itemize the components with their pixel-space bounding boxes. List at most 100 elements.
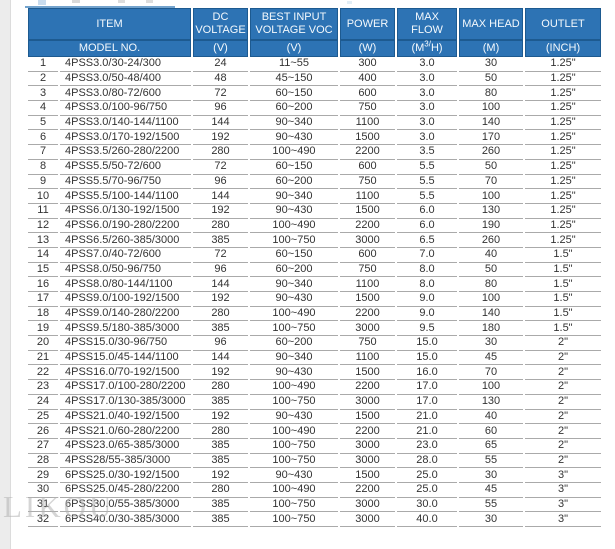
power-cell: 3000 [340,454,395,469]
outlet-cell: 1.25" [525,116,601,131]
best-input-voltage-header: BEST INPUT VOLTAGE VOC [250,8,338,40]
table-row: 11 4PSS6.0/130-192/1500 192 90~430 1500 6.0 13… [28,204,601,219]
dc-voltage-cell: 385 [193,321,248,337]
row-number-cell: 27 [28,439,58,454]
top-cutoff-fragment [347,1,352,4]
row-number-cell: 10 [28,189,58,204]
max-flow-header: MAX FLOW [397,8,457,40]
max-flow-cell: 21.0 [397,410,457,425]
model-no-cell: 4PSS9.0/140-280/2200 [60,307,191,322]
row-number-cell: 16 [28,277,58,292]
top-cutoff-fragment [146,0,153,3]
model-no-cell: 4PSS3.5/260-280/2200 [60,145,191,160]
row-number-cell: 9 [28,175,58,190]
outlet-cell: 2" [525,351,601,366]
max-head-cell: 30 [459,468,523,483]
model-no-cell: 4PSS6.5/260-385/3000 [60,233,191,248]
table-row: 28 4PSS28/55-385/3000 385 100~750 3000 28.0 55… [28,454,601,469]
power-cell: 3000 [340,233,395,248]
best-input-voltage-cell: 100~750 [250,439,338,454]
max-head-cell: 65 [459,439,523,454]
best-input-voltage-cell: 90~430 [250,292,338,307]
best-input-voltage-cell: 90~430 [250,130,338,146]
max-head-cell: 260 [459,145,523,160]
power-cell: 3000 [340,512,395,527]
model-no-cell: 6PSS25.0/30-192/1500 [60,468,191,483]
row-number-cell: 6 [28,130,58,146]
row-number-cell: 28 [28,454,58,469]
model-no-cell: 4PSS28/55-385/3000 [60,454,191,469]
max-head-cell: 180 [459,321,523,337]
power-cell: 2200 [340,380,395,395]
dc-voltage-cell: 96 [193,175,248,190]
table-row: 15 4PSS8.0/50-96/750 96 60~200 750 8.0 50 1.5" [28,263,601,278]
best-input-voltage-cell: 90~340 [250,351,338,366]
table-row: 7 4PSS3.5/260-280/2200 280 100~490 2200 3.5 26… [28,145,601,160]
outlet-cell: 1.25" [525,219,601,234]
best-input-voltage-cell: 90~430 [250,410,338,425]
outlet-header: OUTLET [525,8,601,40]
page-edge-strip [0,0,11,549]
row-number-cell: 7 [28,145,58,160]
model-no-cell: 4PSS21.0/60-280/2200 [60,424,191,439]
header-row-titles: ITEM DC VOLTAGE BEST INPUT VOLTAGE VOC P… [28,8,601,40]
outlet-cell: 3" [525,498,601,513]
best-input-voltage-cell: 100~750 [250,454,338,469]
best-input-unit-header: (V) [250,40,338,57]
max-head-cell: 50 [459,72,523,87]
table-row: 25 4PSS21.0/40-192/1500 192 90~430 1500 21.0 4… [28,410,601,425]
row-number-cell: 15 [28,263,58,278]
table-row: 29 6PSS25.0/30-192/1500 192 90~430 1500 25.0 3… [28,468,601,483]
power-cell: 2200 [340,145,395,160]
outlet-cell: 1.5" [525,277,601,292]
outlet-cell: 1.25" [525,145,601,160]
max-flow-cell: 3.0 [397,116,457,131]
max-flow-cell: 40.0 [397,512,457,527]
best-input-voltage-cell: 100~490 [250,145,338,160]
power-unit-header: (W) [340,40,395,57]
max-head-cell: 30 [459,57,523,72]
max-head-cell: 80 [459,277,523,292]
dc-voltage-cell: 385 [193,233,248,248]
best-input-voltage-cell: 100~490 [250,380,338,395]
best-input-voltage-cell: 60~200 [250,263,338,278]
model-no-cell: 4PSS6.0/130-192/1500 [60,204,191,219]
max-head-cell: 55 [459,498,523,513]
best-input-voltage-cell: 60~200 [250,101,338,116]
best-input-voltage-cell: 11~55 [250,57,338,72]
table-row: 17 4PSS9.0/100-192/1500 192 90~430 1500 9.0 10… [28,292,601,307]
model-no-cell: 4PSS16.0/70-192/1500 [60,365,191,381]
table-row: 14 4PSS7.0/40-72/600 72 60~150 600 7.0 40 1.5" [28,248,601,263]
table-row: 22 4PSS16.0/70-192/1500 192 90~430 1500 16.0 7… [28,365,601,381]
outlet-cell: 1.25" [525,204,601,219]
row-number-cell: 14 [28,248,58,263]
best-input-voltage-cell: 90~340 [250,277,338,292]
max-head-cell: 190 [459,219,523,234]
model-no-cell: 6PSS25.0/45-280/2200 [60,483,191,498]
row-number-cell: 8 [28,160,58,175]
top-cutoff-fragment [72,0,80,3]
max-flow-cell: 30.0 [397,498,457,513]
dc-voltage-cell: 144 [193,189,248,204]
dc-voltage-cell: 72 [193,160,248,175]
row-number-cell: 22 [28,365,58,381]
max-flow-cell: 9.0 [397,307,457,322]
flow-unit-suffix: H) [430,42,443,54]
dc-voltage-cell: 24 [193,57,248,72]
model-no-cell: 4PSS9.0/100-192/1500 [60,292,191,307]
model-no-cell: 4PSS5.5/50-72/600 [60,160,191,175]
row-number-cell: 32 [28,512,58,527]
model-no-cell: 4PSS3.0/50-48/400 [60,72,191,87]
best-input-voltage-cell: 90~430 [250,365,338,381]
outlet-cell: 1.25" [525,189,601,204]
outlet-cell: 1.25" [525,72,601,87]
best-input-voltage-cell: 45~150 [250,72,338,87]
max-flow-cell: 6.5 [397,233,457,248]
best-input-voltage-cell: 100~490 [250,307,338,322]
max-flow-cell: 3.5 [397,145,457,160]
top-cutoff-fragment [118,0,125,3]
row-number-cell: 19 [28,321,58,337]
power-cell: 750 [340,336,395,351]
power-cell: 750 [340,101,395,116]
dc-voltage-cell: 385 [193,498,248,513]
